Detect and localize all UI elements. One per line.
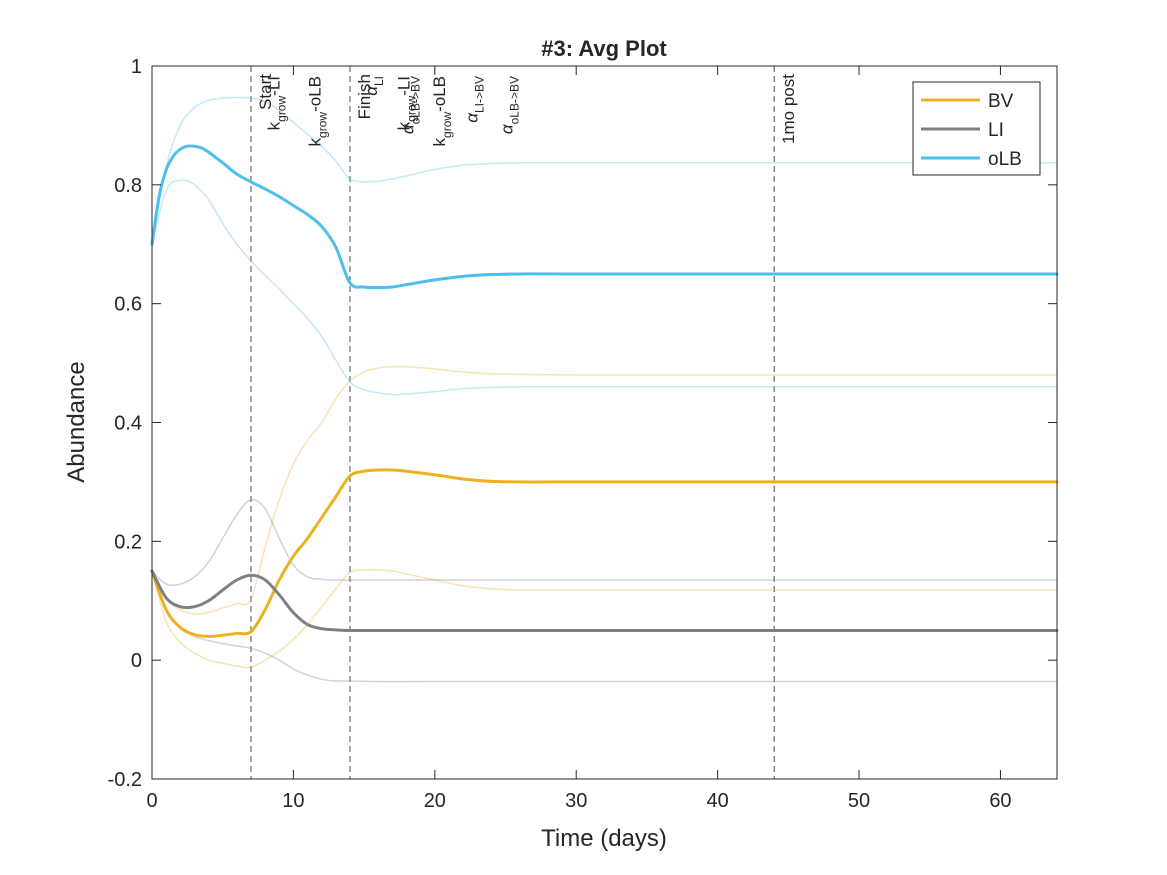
y-tick-label: 0.4: [114, 413, 142, 435]
annotation-k-grow-li: kgrow-LI: [264, 76, 288, 130]
vertical-lines: [250, 66, 775, 779]
series-line-olb-lower: [151, 179, 1058, 396]
series-lines: [150, 96, 1059, 683]
legend-label-olb: oLB: [988, 149, 1022, 170]
y-tick-label: 0.2: [114, 531, 142, 553]
y-tick-label: 1: [131, 56, 142, 78]
vline-label-finish: Finish: [355, 74, 374, 119]
series-line-olb-mean: [150, 144, 1059, 290]
series-line-olb-upper: [151, 96, 1058, 245]
y-tick-label: 0: [131, 650, 142, 672]
annotation-alpha-li: αLI: [362, 76, 386, 96]
y-tick-label: -0.2: [108, 769, 142, 791]
x-tick-label: 60: [989, 790, 1011, 812]
annotation-k-grow-olb: kgrow-oLB: [305, 76, 329, 146]
y-axis-label: Abundance: [63, 361, 90, 482]
legend-label-li: LI: [988, 120, 1004, 141]
legend-label-bv: BV: [988, 91, 1014, 112]
x-tick-label: 0: [146, 790, 157, 812]
x-tick-label: 50: [848, 790, 870, 812]
annotation-alpha-li-bv: αLI->BV: [462, 76, 486, 123]
x-tick-label: 30: [565, 790, 587, 812]
vline-label-start: Start: [256, 74, 275, 110]
series-line-li-lower: [151, 570, 1058, 683]
y-tick-label: 0.8: [114, 175, 142, 197]
y-tick-label: 0.6: [114, 294, 142, 316]
x-axis-label: Time (days): [541, 825, 667, 852]
annotation-k-grow-li: kgrow-LI: [395, 76, 419, 130]
series-line-bv-mean: [150, 468, 1059, 638]
annotation-alpha-olb-bv: αoLB->BV: [399, 76, 423, 134]
x-tick-label: 20: [424, 790, 446, 812]
legend: BV LI oLB: [912, 81, 1041, 176]
series-line-bv-upper: [151, 365, 1058, 615]
vline-label-1mo-post: 1mo post: [779, 74, 798, 144]
series-line-li-mean: [150, 569, 1059, 633]
annotation-alpha-olb-bv: αoLB->BV: [498, 76, 522, 134]
x-tick-label: 10: [282, 790, 304, 812]
chart-title: #3: Avg Plot: [541, 36, 667, 61]
annotations: Start Finish 1mo post kgrow-LI kgrow-oLB αLI k…: [256, 74, 798, 147]
x-axis-ticks: 0 10 20 30 40 50 60: [146, 66, 1012, 812]
annotation-k-grow-olb: kgrow-oLB: [430, 76, 454, 146]
x-tick-label: 40: [707, 790, 729, 812]
series-line-bv-lower: [151, 568, 1058, 669]
plot-area: [152, 66, 1057, 779]
series-line-li-upper: [151, 498, 1058, 587]
y-axis-ticks: -0.2 0 0.2 0.4 0.6 0.8 1: [108, 56, 1057, 791]
